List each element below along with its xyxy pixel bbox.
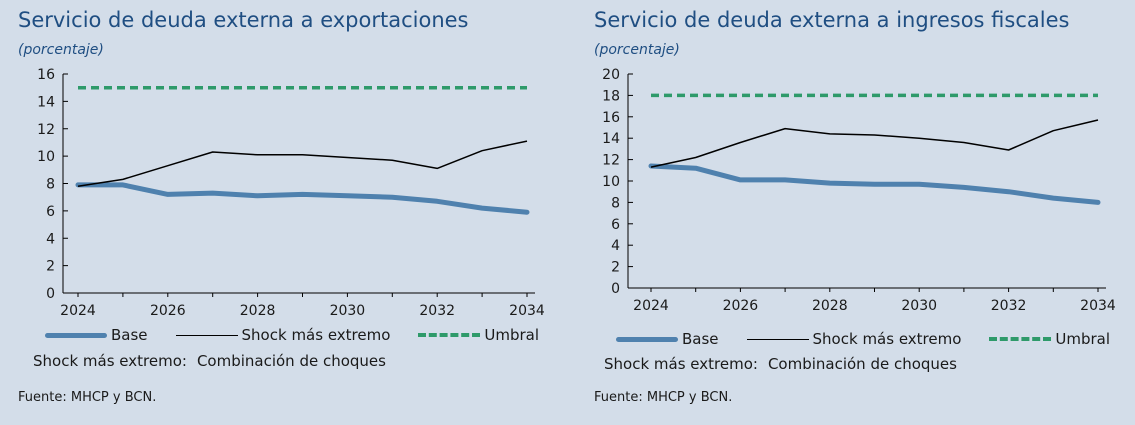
y-tick-label: 10: [602, 174, 620, 190]
legend-swatch-shock: [175, 334, 238, 336]
y-tick-label: 2: [46, 259, 55, 275]
legend-swatch-base: [45, 332, 107, 338]
y-tick-label: 16: [37, 67, 55, 83]
y-tick-label: 0: [611, 281, 620, 297]
x-tick-label: 2024: [60, 303, 96, 319]
chart-source: Fuente: MHCP y BCN.: [18, 390, 157, 405]
y-tick-label: 14: [602, 131, 620, 147]
y-tick-label: 6: [46, 204, 55, 220]
y-tick-label: 18: [602, 88, 620, 104]
chart-plot-area: 0 2 4 6 8 10 12 14 16 18 20 2024 2026 2028 2030 2032 203…: [602, 67, 1116, 314]
y-tick-label: 6: [611, 217, 620, 233]
series-line-shock: [77, 140, 528, 187]
y-tick-label: 4: [611, 238, 620, 254]
legend-item-shock: Shock más extremo: [175, 326, 391, 344]
legend-item-umbral: Umbral: [989, 330, 1110, 348]
x-tick-label: 2030: [901, 298, 937, 314]
y-tick-label: 2: [611, 260, 620, 276]
legend-item-base: Base: [45, 326, 148, 344]
legend-label-base: Base: [111, 326, 148, 344]
x-tick-label: 2034: [1080, 298, 1116, 314]
chart-note: Shock más extremo: Combinación de choques: [604, 355, 967, 373]
chart-legend: Base Shock más extremo Umbral: [45, 326, 567, 344]
series-line-base: [75, 182, 530, 215]
legend-label-base: Base: [682, 330, 719, 348]
x-tick-label: 2026: [150, 303, 186, 319]
legend-swatch-umbral: [418, 333, 481, 337]
chart-note: Shock más extremo: Combinación de choques: [33, 352, 396, 370]
x-tick-label: 2028: [240, 303, 276, 319]
y-tick-label: 10: [37, 149, 55, 165]
chart-subtitle: (porcentaje): [594, 42, 680, 58]
chart-subtitle: (porcentaje): [18, 42, 104, 58]
legend-item-base: Base: [616, 330, 719, 348]
series-line-shock: [650, 119, 1099, 168]
y-tick-label: 8: [611, 195, 620, 211]
chart-title: Servicio de deuda externa a ingresos fis…: [594, 8, 1070, 32]
legend-item-umbral: Umbral: [418, 326, 539, 344]
legend-label-umbral: Umbral: [484, 326, 540, 344]
note-value: Combinación de choques: [767, 355, 957, 373]
chart-panel-ingresos-fiscales: Servicio de deuda externa a ingresos fis…: [578, 0, 1135, 425]
y-tick-label: 12: [602, 153, 620, 169]
x-tick-label: 2032: [991, 298, 1027, 314]
note-value: Combinación de choques: [196, 352, 386, 370]
legend-item-shock: Shock más extremo: [746, 330, 962, 348]
y-tick-label: 4: [46, 231, 55, 247]
chart-source: Fuente: MHCP y BCN.: [594, 390, 733, 405]
x-tick-label: 2032: [419, 303, 455, 319]
chart-plot-area: 0 2 4 6 8 10 12 14 16 2024 2026 2028 2030 2032 2034: [37, 67, 545, 319]
legend-swatch-umbral: [989, 337, 1052, 341]
chart-panel-exportaciones: Servicio de deuda externa a exportacione…: [18, 8, 567, 405]
legend-label-shock: Shock más extremo: [241, 326, 391, 344]
x-tick-label: 2024: [633, 298, 669, 314]
y-tick-label: 14: [37, 94, 55, 110]
series-line-base: [648, 163, 1101, 205]
y-tick-label: 8: [46, 177, 55, 193]
y-tick-label: 16: [602, 110, 620, 126]
legend-swatch-shock: [746, 338, 809, 340]
x-tick-label: 2026: [723, 298, 759, 314]
x-tick-label: 2028: [812, 298, 848, 314]
legend-label-umbral: Umbral: [1055, 330, 1111, 348]
x-tick-label: 2030: [330, 303, 366, 319]
x-tick-label: 2034: [509, 303, 545, 319]
y-tick-label: 12: [37, 122, 55, 138]
legend-swatch-base: [616, 336, 678, 342]
chart-legend: Base Shock más extremo Umbral: [616, 330, 1135, 348]
y-tick-label: 0: [46, 286, 55, 302]
y-tick-label: 20: [602, 67, 620, 83]
note-label: Shock más extremo:: [33, 352, 187, 370]
note-label: Shock más extremo:: [604, 355, 758, 373]
chart-title: Servicio de deuda externa a exportacione…: [18, 8, 469, 32]
legend-label-shock: Shock más extremo: [812, 330, 962, 348]
